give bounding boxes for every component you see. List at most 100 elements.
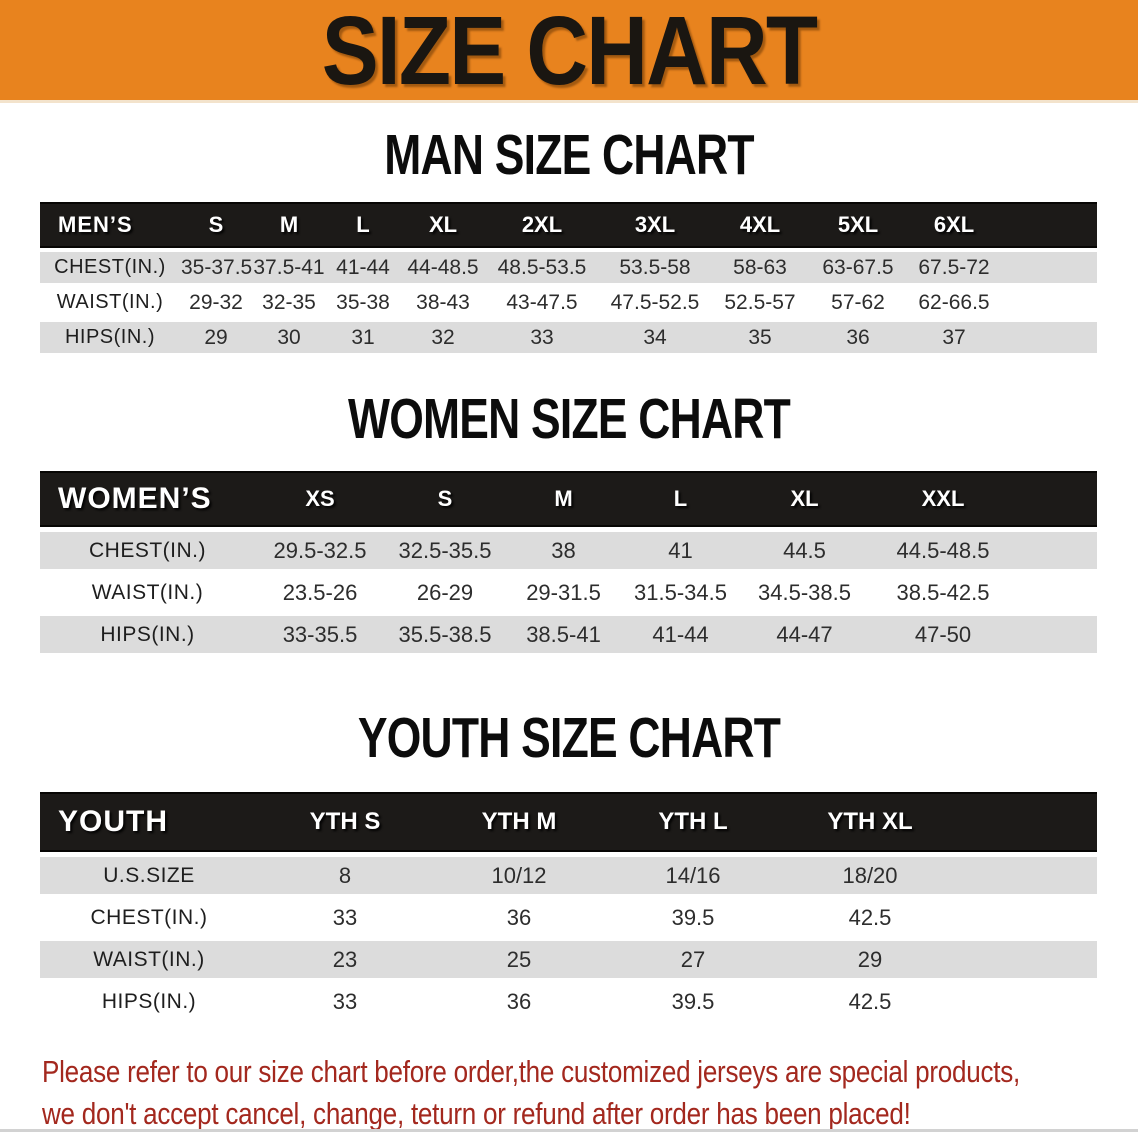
youth-size-table: YOUTH YTH S YTH M YTH L YTH XL U.S.SIZE … xyxy=(40,787,1097,1025)
men-size-col-6xl: 6XL xyxy=(908,202,1000,248)
size-value-cell: 42.5 xyxy=(848,904,892,930)
size-value-cell: 52.5-57 xyxy=(724,290,796,314)
spacer-cell xyxy=(1000,287,1097,318)
size-value-cell: 47.5-52.5 xyxy=(610,290,700,314)
men-size-table: MEN’S S M L XL 2XL 3XL 4XL 5XL 6XL CHEST… xyxy=(40,198,1097,357)
women-section-heading: WOMEN SIZE CHART xyxy=(348,387,791,451)
size-value-cell: 33-35.5 xyxy=(255,616,385,653)
spacer-cell xyxy=(960,983,1097,1020)
size-value-cell: 41 xyxy=(622,532,739,569)
size-value-cell: 8 xyxy=(258,857,432,894)
youth-corner-label: YOUTH xyxy=(40,792,258,852)
size-value-cell: 23.5-26 xyxy=(282,579,358,605)
women-size-col-xl: XL xyxy=(739,471,870,527)
women-size-col-s: S xyxy=(385,471,505,527)
women-size-col-l: L xyxy=(622,471,739,527)
size-value-cell: 32.5-35.5 xyxy=(385,532,505,569)
spacer-cell xyxy=(1016,616,1097,653)
spacer-cell xyxy=(1016,574,1097,611)
row-label: WAIST(IN.) xyxy=(40,941,258,978)
size-value-cell: 31 xyxy=(326,322,400,353)
size-value-cell: 38.5-41 xyxy=(505,616,622,653)
spacer-cell xyxy=(960,792,1097,852)
size-value-cell: 63-67.5 xyxy=(808,252,908,283)
size-value-cell: 58-63 xyxy=(712,252,808,283)
size-value-cell: 33 xyxy=(486,322,598,353)
men-header-row: MEN’S S M L XL 2XL 3XL 4XL 5XL 6XL xyxy=(40,202,1097,248)
size-value-cell: 48.5-53.5 xyxy=(486,252,598,283)
row-label: HIPS(IN.) xyxy=(40,322,180,353)
size-value-cell: 36 xyxy=(506,988,532,1014)
spacer-cell xyxy=(1016,471,1097,527)
size-value-cell: 33 xyxy=(332,904,358,930)
row-label: HIPS(IN.) xyxy=(40,616,255,653)
size-value-cell: 29-31.5 xyxy=(526,579,601,605)
order-note-line2: we don't accept cancel, change, teturn o… xyxy=(42,1096,911,1131)
youth-size-col-l: YTH L xyxy=(606,792,780,852)
size-value-cell: 37.5-41 xyxy=(252,252,326,283)
youth-size-col-s: YTH S xyxy=(258,792,432,852)
spacer-cell xyxy=(1000,322,1097,353)
size-value-cell: 38 xyxy=(505,532,622,569)
women-size-col-xs: XS xyxy=(255,471,385,527)
women-size-col-xxl: XXL xyxy=(870,471,1016,527)
row-label: WAIST(IN.) xyxy=(91,580,204,604)
youth-waist-row: WAIST(IN.) 23 25 27 29 xyxy=(40,941,1097,978)
order-note-line1: Please refer to our size chart before or… xyxy=(42,1054,1020,1089)
size-value-cell: 34.5-38.5 xyxy=(758,579,851,605)
size-value-cell: 62-66.5 xyxy=(918,290,990,314)
men-chest-row: CHEST(IN.) 35-37.5 37.5-41 41-44 44-48.5… xyxy=(40,252,1097,283)
men-size-col-xl: XL xyxy=(400,202,486,248)
men-size-col-4xl: 4XL xyxy=(712,202,808,248)
size-value-cell: 38-43 xyxy=(416,290,470,314)
size-value-cell: 26-29 xyxy=(416,579,474,605)
spacer-cell xyxy=(1016,532,1097,569)
size-value-cell: 41-44 xyxy=(622,616,739,653)
size-value-cell: 35-38 xyxy=(336,290,390,314)
women-size-table: WOMEN’S XS S M L XL XXL CHEST(IN.) 29.5-… xyxy=(40,466,1097,658)
size-value-cell: 39.5 xyxy=(671,988,715,1014)
size-value-cell: 33 xyxy=(332,988,358,1014)
size-value-cell: 14/16 xyxy=(606,857,780,894)
women-hips-row: HIPS(IN.) 33-35.5 35.5-38.5 38.5-41 41-4… xyxy=(40,616,1097,653)
bottom-edge-line xyxy=(0,1129,1138,1132)
women-chest-row: CHEST(IN.) 29.5-32.5 32.5-35.5 38 41 44.… xyxy=(40,532,1097,569)
size-value-cell: 44-47 xyxy=(739,616,870,653)
youth-ussize-row: U.S.SIZE 8 10/12 14/16 18/20 xyxy=(40,857,1097,894)
youth-section-heading: YOUTH SIZE CHART xyxy=(357,706,781,770)
women-corner-label: WOMEN’S xyxy=(40,471,255,527)
youth-size-col-m: YTH M xyxy=(432,792,606,852)
size-value-cell: 57-62 xyxy=(831,290,885,314)
youth-size-col-xl: YTH XL xyxy=(780,792,960,852)
men-size-col-2xl: 2XL xyxy=(486,202,598,248)
size-value-cell: 35 xyxy=(712,322,808,353)
men-size-col-l: L xyxy=(326,202,400,248)
order-note: Please refer to our size chart before or… xyxy=(42,1051,1020,1135)
size-value-cell: 38.5-42.5 xyxy=(896,579,990,605)
size-value-cell: 29 xyxy=(180,322,252,353)
banner-title: SIZE CHART xyxy=(321,0,818,105)
spacer-cell xyxy=(960,857,1097,894)
spacer-cell xyxy=(960,941,1097,978)
size-value-cell: 35.5-38.5 xyxy=(385,616,505,653)
spacer-cell xyxy=(1000,202,1097,248)
size-value-cell: 36 xyxy=(506,904,532,930)
youth-header-row: YOUTH YTH S YTH M YTH L YTH XL xyxy=(40,792,1097,852)
size-value-cell: 30 xyxy=(252,322,326,353)
size-value-cell: 39.5 xyxy=(671,904,715,930)
spacer-cell xyxy=(1000,252,1097,283)
row-label: CHEST(IN.) xyxy=(40,532,255,569)
size-value-cell: 32-35 xyxy=(262,290,316,314)
size-value-cell: 44-48.5 xyxy=(400,252,486,283)
size-value-cell: 67.5-72 xyxy=(908,252,1000,283)
men-size-col-m: M xyxy=(252,202,326,248)
women-header-row: WOMEN’S XS S M L XL XXL xyxy=(40,471,1097,527)
size-value-cell: 10/12 xyxy=(432,857,606,894)
banner: SIZE CHART xyxy=(0,0,1138,103)
spacer-cell xyxy=(960,899,1097,936)
row-label: HIPS(IN.) xyxy=(101,989,197,1013)
youth-chest-row: CHEST(IN.) 33 36 39.5 42.5 xyxy=(40,899,1097,936)
size-value-cell: 29.5-32.5 xyxy=(255,532,385,569)
man-section-heading: MAN SIZE CHART xyxy=(384,123,754,187)
women-size-col-m: M xyxy=(505,471,622,527)
